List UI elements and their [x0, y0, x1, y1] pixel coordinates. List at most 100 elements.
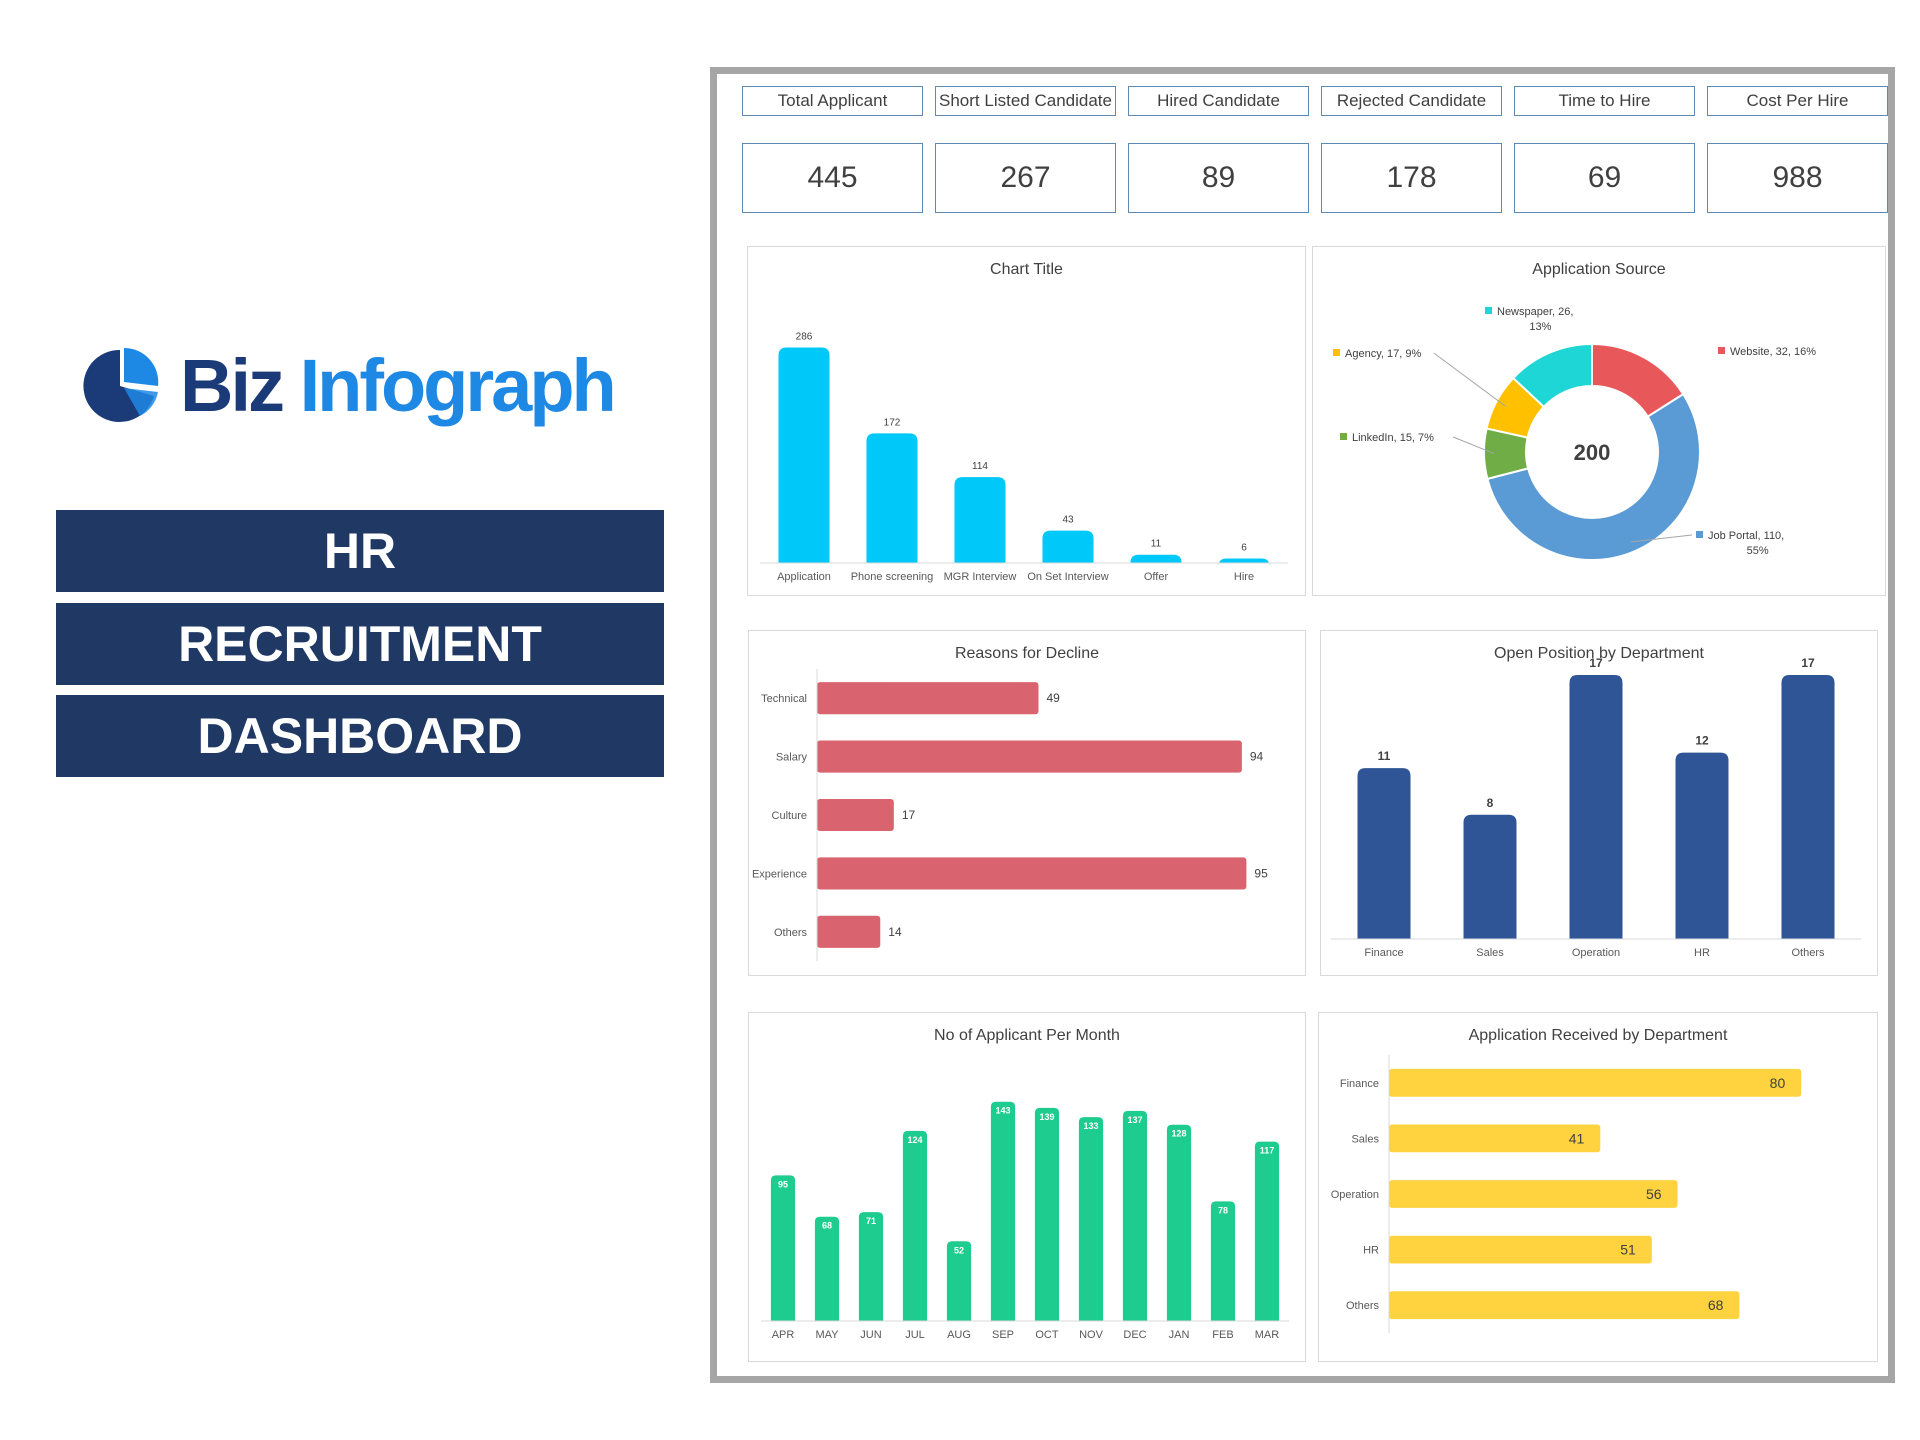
data-label-sales: 8: [1487, 796, 1494, 810]
data-label-sales: 41: [1569, 1130, 1585, 1146]
bar-finance: [1389, 1068, 1802, 1097]
bar-culture: [817, 798, 894, 832]
tick-label-others: Others: [1346, 1300, 1380, 1312]
data-label-mgr-interview: 114: [972, 461, 988, 472]
data-label-jun: 71: [866, 1216, 876, 1226]
tick-label-feb: FEB: [1212, 1329, 1233, 1341]
kpi-label-rejected: Rejected Candidate: [1321, 86, 1502, 116]
data-label-hr: 12: [1695, 734, 1709, 748]
data-label-others: 14: [888, 925, 902, 939]
slice-pct-newspaper: 13%: [1529, 321, 1551, 333]
tick-label-sales: Sales: [1351, 1133, 1379, 1145]
kpi-value-hired: 89: [1128, 143, 1309, 213]
kpi-value-rejected: 178: [1321, 143, 1502, 213]
tick-label-on-set-interview: On Set Interview: [1027, 571, 1108, 583]
data-label-finance: 11: [1378, 749, 1391, 763]
leader-line-linkedin: [1453, 436, 1495, 455]
tick-label-phone-screening: Phone screening: [851, 571, 934, 583]
tick-label-experience: Experience: [752, 868, 807, 880]
data-label-others: 68: [1708, 1297, 1724, 1313]
tick-label-hr: HR: [1694, 947, 1710, 959]
data-label-oct: 139: [1039, 1112, 1054, 1122]
data-label-operation: 17: [1589, 656, 1603, 670]
tick-label-operation: Operation: [1331, 1189, 1379, 1201]
data-label-may: 68: [822, 1221, 832, 1231]
chart-title: No of Applicant Per Month: [934, 1027, 1120, 1044]
reasons-for-decline-chart: Reasons for Decline 49 Technical 94 Salary 17…: [748, 630, 1306, 976]
data-label-aug: 52: [954, 1245, 964, 1255]
kpi-value-short-listed: 267: [935, 143, 1116, 213]
tick-label-dec: DEC: [1123, 1329, 1146, 1341]
data-label-apr: 95: [778, 1179, 788, 1189]
data-label-technical: 49: [1046, 691, 1060, 705]
data-label-dec: 137: [1127, 1115, 1142, 1125]
biz-infograph-logo: Biz Infograph: [80, 336, 617, 436]
bar-hr: [1675, 752, 1729, 939]
kpi-value-cost-per-hire: 988: [1707, 143, 1888, 213]
open-position-chart: Open Position by Department 11 Finance 8 Sal…: [1320, 630, 1878, 976]
bar-feb: [1210, 1201, 1236, 1321]
tick-label-finance: Finance: [1340, 1078, 1379, 1090]
bar-mar: [1254, 1141, 1280, 1321]
bar-oct: [1034, 1107, 1060, 1321]
data-label-jan: 128: [1171, 1129, 1186, 1139]
bar-sales: [1389, 1124, 1601, 1153]
slice-label-website: Website, 32, 16%: [1730, 346, 1816, 358]
bar-may: [814, 1216, 840, 1321]
tick-label-application: Application: [777, 571, 831, 583]
kpi-label-time-to-hire: Time to Hire: [1514, 86, 1695, 116]
brand-name-part2: Infograph: [299, 344, 617, 427]
data-label-offer: 11: [1151, 539, 1162, 550]
data-label-others: 17: [1801, 656, 1815, 670]
bar-nov: [1078, 1117, 1104, 1321]
bar-hire: [1218, 558, 1270, 567]
dashboard-panel: Total Applicant Short Listed Candidate H…: [710, 67, 1895, 1383]
chart-title: Chart Title: [990, 261, 1063, 278]
data-label-culture: 17: [902, 808, 916, 822]
tick-label-hire: Hire: [1234, 571, 1254, 583]
tick-label-hr: HR: [1363, 1245, 1379, 1257]
tick-label-others: Others: [774, 927, 808, 939]
slice-label-linkedin: LinkedIn, 15, 7%: [1352, 432, 1434, 444]
chart-title: Reasons for Decline: [955, 645, 1099, 662]
chart-title: Application Received by Department: [1469, 1027, 1728, 1044]
data-label-phone-screening: 172: [884, 417, 901, 428]
bar-jul: [902, 1130, 928, 1321]
tick-label-jun: JUN: [860, 1329, 881, 1341]
data-label-jul: 124: [907, 1135, 922, 1145]
kpi-label-total-applicant: Total Applicant: [742, 86, 923, 116]
legend-swatch-newspaper: [1485, 307, 1492, 314]
slice-label-job-portal: Job Portal, 110,: [1708, 530, 1784, 542]
title-banner-hr: HR: [56, 510, 664, 592]
data-label-finance: 80: [1770, 1075, 1786, 1091]
bar-others: [1781, 675, 1835, 939]
bar-technical: [817, 682, 1039, 715]
bar-operation: [1389, 1180, 1678, 1208]
bar-mgr-interview: [954, 477, 1006, 563]
data-label-hire: 6: [1241, 542, 1247, 553]
bar-operation: [1569, 675, 1623, 939]
slice-label-agency: Agency, 17, 9%: [1345, 348, 1421, 360]
kpi-value-total-applicant: 445: [742, 143, 923, 213]
pie-logo-icon: [83, 347, 159, 422]
legend-swatch-agency: [1333, 349, 1340, 356]
bar-hr: [1389, 1235, 1652, 1264]
data-label-operation: 56: [1646, 1186, 1662, 1202]
tick-label-aug: AUG: [947, 1329, 971, 1341]
bar-phone-screening: [866, 433, 918, 563]
bar-sales: [1463, 814, 1517, 939]
data-label-feb: 78: [1218, 1205, 1228, 1215]
tick-label-sep: SEP: [992, 1329, 1014, 1341]
bar-experience: [817, 857, 1247, 890]
funnel-chart: Chart Title 286 Application 172 Phone screen…: [747, 246, 1306, 596]
bar-dec: [1122, 1110, 1148, 1321]
legend-swatch-job-portal: [1696, 531, 1703, 538]
data-label-mar: 117: [1260, 1146, 1275, 1156]
bar-finance: [1357, 768, 1411, 939]
received-by-department-chart: Application Received by Department 80 Fina…: [1318, 1012, 1878, 1362]
data-label-salary: 94: [1250, 750, 1264, 764]
tick-label-apr: APR: [772, 1329, 795, 1341]
tick-label-offer: Offer: [1144, 571, 1169, 583]
data-label-application: 286: [796, 332, 813, 343]
data-label-nov: 133: [1083, 1121, 1098, 1131]
